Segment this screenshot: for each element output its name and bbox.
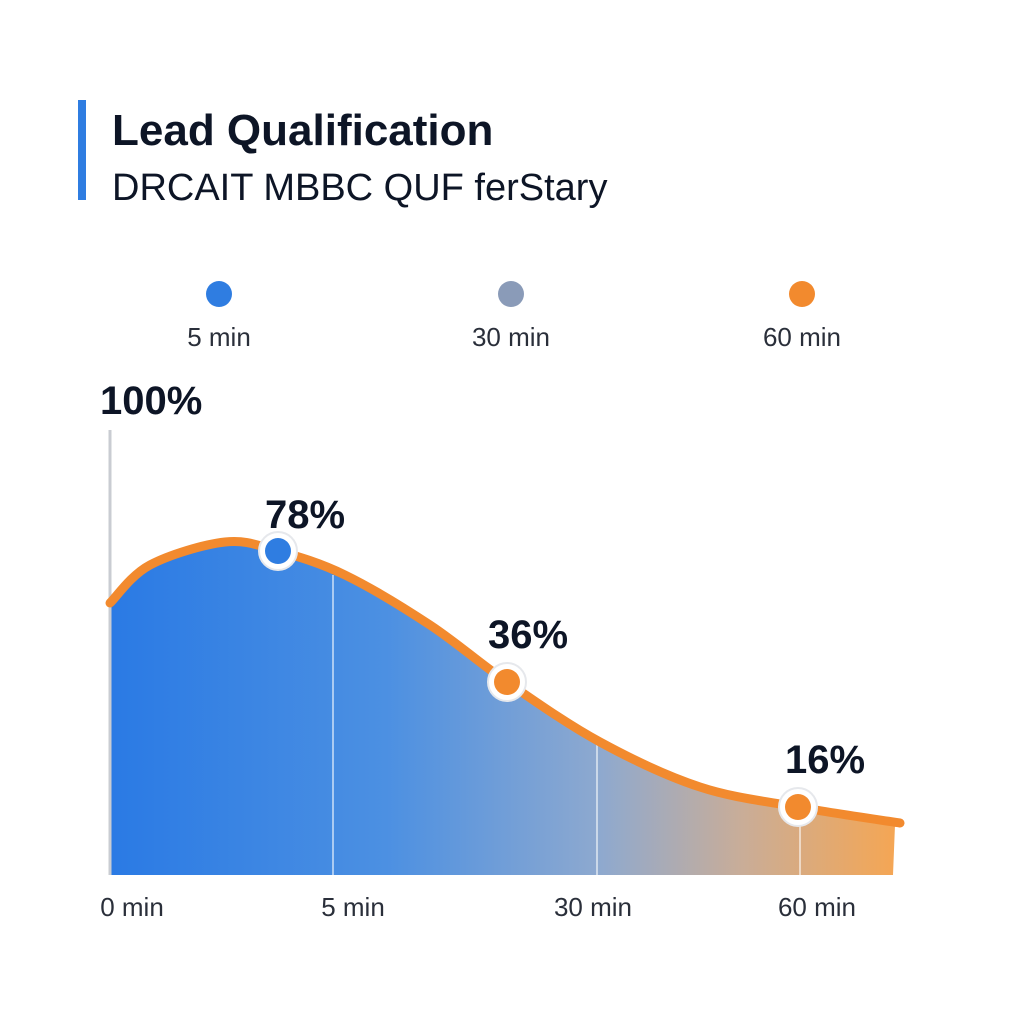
timeline-point: [789, 281, 815, 307]
data-value-label: 78%: [265, 493, 345, 537]
chart-subtitle: DRCAIT MBBC QUF ferStary: [112, 167, 607, 209]
timeline-label: 60 min: [763, 322, 841, 352]
y-top-label: 100%: [100, 379, 202, 423]
x-tick-label: 0 min: [100, 892, 164, 922]
timeline-point: [206, 281, 232, 307]
area-fill: [110, 541, 900, 875]
data-value-label: 36%: [488, 613, 568, 657]
x-tick-label: 5 min: [321, 892, 385, 922]
chart-title: Lead Qualification: [112, 106, 493, 155]
timeline-label: 30 min: [472, 322, 550, 352]
timeline-label: 5 min: [187, 322, 251, 352]
curve-line: [105, 536, 905, 828]
x-tick-label: 30 min: [554, 892, 632, 922]
title-accent-bar: [78, 100, 86, 200]
timeline-point: [498, 281, 524, 307]
plot-area: 78% 36% 16% 0 min 5 min 30 min 60 min 100%: [100, 379, 905, 922]
data-point: [265, 538, 291, 564]
data-value-label: 16%: [785, 738, 865, 782]
x-tick-label: 60 min: [778, 892, 856, 922]
data-point: [785, 794, 811, 820]
timeline: 5 min 30 min 60 min: [111, 278, 903, 352]
data-point: [494, 669, 520, 695]
